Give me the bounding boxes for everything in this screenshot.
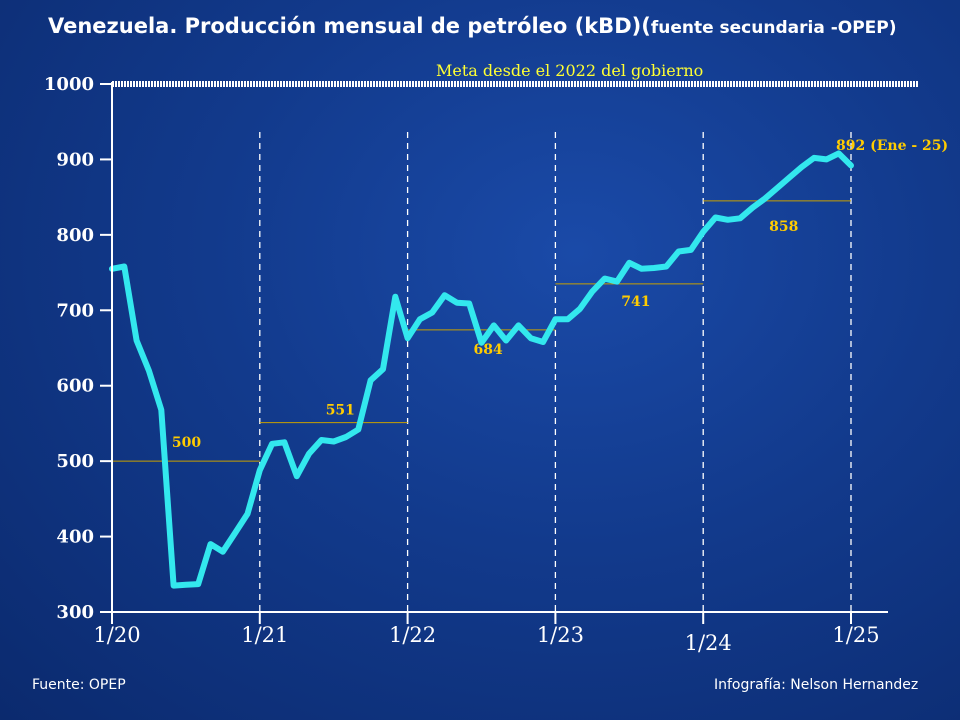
data-point	[345, 436, 347, 438]
data-point	[222, 550, 224, 553]
data-point	[456, 301, 458, 304]
data-point	[283, 441, 286, 444]
data-point	[172, 584, 175, 587]
data-point	[542, 341, 544, 343]
data-point	[653, 267, 655, 269]
data-point	[271, 442, 273, 445]
data-point	[677, 250, 680, 253]
chart-title: Venezuela. Producción mensual de petróle…	[48, 14, 897, 38]
y-tick-label: 300	[56, 602, 94, 623]
production-series	[109, 150, 854, 589]
data-point	[776, 187, 778, 189]
data-point	[320, 439, 323, 441]
data-point	[763, 197, 766, 200]
data-point	[431, 311, 434, 314]
x-tick-label: 1/22	[389, 623, 436, 647]
data-point	[123, 265, 126, 268]
average-label-2023: 741	[621, 294, 650, 310]
data-point	[505, 339, 507, 342]
data-point	[332, 440, 335, 443]
data-point	[369, 379, 372, 382]
data-point	[837, 152, 840, 155]
average-label-2024: 858	[769, 219, 798, 235]
data-point	[517, 324, 520, 327]
data-point	[160, 409, 163, 411]
data-point	[246, 513, 249, 515]
average-label-2020: 500	[172, 435, 201, 451]
data-point	[800, 166, 803, 168]
data-point	[566, 318, 569, 321]
data-point	[825, 158, 828, 161]
y-tick-label: 400	[56, 527, 94, 548]
y-tick-label: 900	[56, 149, 94, 170]
year-dividers	[259, 132, 852, 612]
goal-line-group: Meta desde el 2022 del gobierno	[112, 61, 918, 87]
x-tick-label: 1/24	[685, 631, 732, 655]
data-point	[665, 265, 668, 268]
x-ticks: 1/20 1/21 1/22 1/23 1/24 1/25	[93, 612, 880, 655]
x-tick-label: 1/23	[537, 623, 584, 647]
data-point	[493, 324, 495, 327]
x-tick-label: 1/21	[241, 623, 288, 647]
source-note: Fuente: OPEP	[32, 677, 126, 693]
data-point	[234, 532, 236, 534]
data-point	[468, 302, 470, 305]
data-point	[579, 307, 581, 310]
data-point	[295, 475, 298, 478]
data-point	[813, 157, 815, 159]
y-ticks: 1000 900 800 700 600 500 400 300	[44, 74, 112, 623]
data-point	[259, 469, 261, 471]
author-credit: Infografía: Nelson Hernandez	[714, 677, 919, 693]
data-point	[135, 339, 138, 342]
data-point	[751, 206, 754, 209]
data-point	[788, 176, 791, 179]
axes	[108, 82, 888, 613]
data-point	[690, 249, 692, 251]
data-point	[850, 164, 852, 167]
average-label-2022: 684	[474, 342, 503, 358]
x-tick-label: 1/25	[832, 623, 879, 647]
data-point	[702, 231, 704, 233]
data-point	[714, 216, 717, 219]
goal-label: Meta desde el 2022 del gobierno	[436, 61, 703, 80]
average-label-2021: 551	[326, 403, 355, 419]
data-point	[357, 428, 360, 431]
data-point	[480, 341, 483, 344]
data-point	[209, 543, 212, 545]
data-point	[148, 369, 150, 372]
data-point	[616, 280, 618, 283]
data-point	[739, 217, 741, 220]
data-point	[406, 337, 409, 339]
last-value-label: 892 (Ene - 25)	[836, 138, 948, 154]
data-point	[591, 290, 594, 293]
data-point	[443, 294, 446, 297]
x-tick-label: 1/20	[93, 623, 140, 647]
y-tick-label: 500	[56, 451, 94, 472]
data-point	[628, 261, 631, 264]
annual-averages: 500 551 684 741 858	[106, 200, 851, 462]
y-tick-label: 700	[56, 300, 94, 321]
data-point	[529, 337, 532, 339]
data-point	[727, 218, 729, 221]
data-point	[382, 368, 384, 370]
data-point	[419, 318, 421, 321]
y-tick-label: 800	[56, 225, 94, 246]
y-tick-label: 600	[56, 376, 94, 397]
title-main: Venezuela. Producción mensual de petróle…	[48, 14, 651, 38]
data-point	[640, 268, 643, 270]
data-point	[554, 318, 557, 321]
data-point	[308, 452, 310, 455]
data-point	[603, 277, 606, 280]
data-point	[185, 584, 187, 586]
y-tick-label: 1000	[44, 74, 94, 95]
data-point	[197, 583, 200, 585]
title-source: fuente secundaria -OPEP)	[650, 18, 897, 38]
data-point	[394, 295, 397, 298]
